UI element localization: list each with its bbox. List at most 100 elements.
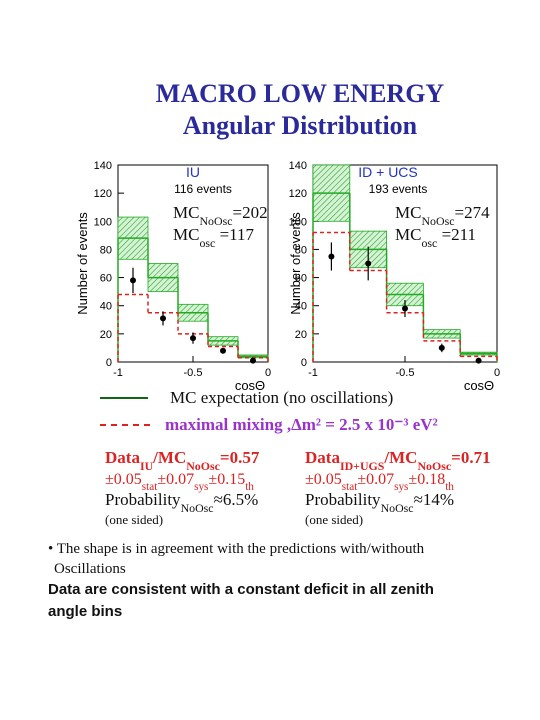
text-segment: =0.57	[220, 448, 260, 467]
x-tick-label: -1	[308, 367, 318, 379]
data-point	[475, 357, 482, 364]
y-axis-label: Number of events	[288, 212, 303, 315]
bullet: • The shape is in agreement with the pre…	[48, 541, 425, 557]
text-line: MCosc =211	[395, 225, 476, 250]
data-point	[220, 347, 226, 354]
subscript: ID+UGS	[340, 459, 385, 473]
y-tick-label: 100	[289, 216, 307, 228]
text-line: ±0.05stat±0.07sys±0.15th	[105, 471, 254, 493]
text-segment: =202	[233, 203, 268, 222]
text-segment: ±0.05	[105, 471, 142, 488]
subscript: NoOsc	[181, 501, 214, 515]
y-tick-label: 40	[295, 301, 307, 313]
y-tick-label: 0	[106, 357, 112, 369]
text-segment: =0.71	[451, 448, 490, 467]
subscript: osc	[421, 236, 437, 250]
text-line: (one sided)	[305, 512, 363, 527]
data-point	[365, 260, 372, 267]
text-segment: MC	[395, 225, 421, 244]
text-segment: ≈6.5%	[214, 490, 259, 509]
text-segment: Probability	[305, 490, 381, 509]
subscript: NoOsc	[417, 459, 451, 473]
conclusion: angle bins	[48, 603, 122, 620]
subscript: NoOsc	[381, 501, 414, 515]
data-point	[160, 315, 166, 322]
slide-title: MACRO LOW ENERGY	[156, 79, 445, 108]
text-line: ProbabilityNoOsc≈6.5%	[105, 490, 258, 515]
subscript: NoOsc	[186, 459, 220, 473]
subscript: stat	[342, 481, 358, 493]
subscript: th	[245, 481, 254, 493]
data-point	[190, 335, 196, 342]
data-point	[328, 253, 335, 260]
text-segment: =117	[215, 225, 254, 244]
subscript: osc	[199, 236, 215, 250]
y-tick-label: 20	[295, 329, 307, 341]
text-line: DataID+UGS/MCNoOsc=0.71	[305, 448, 491, 473]
chart-subtitle: 116 events	[174, 182, 232, 196]
chart-title: IU	[186, 164, 200, 180]
text-segment: ≈14%	[414, 490, 455, 509]
y-tick-label: 120	[94, 188, 112, 200]
legend-label: maximal mixing ,Δm² = 2.5 x 10⁻³ eV²	[165, 415, 438, 434]
y-tick-label: 20	[100, 329, 112, 341]
y-tick-label: 80	[100, 244, 112, 256]
text-segment: Probability	[105, 490, 181, 509]
data-point	[438, 344, 445, 351]
y-tick-label: 120	[289, 188, 307, 200]
x-tick-label: -0.5	[184, 367, 203, 379]
text-segment: MC	[173, 203, 199, 222]
data-point	[402, 305, 408, 312]
subscript: IU	[140, 459, 154, 473]
data-point	[250, 357, 256, 364]
text-line: MCNoOsc=202	[173, 203, 268, 228]
chart-subtitle: 193 events	[369, 182, 428, 196]
y-tick-label: 100	[94, 216, 112, 228]
text-segment: MC	[173, 225, 199, 244]
text-segment: /MC	[383, 448, 417, 467]
text-segment: Data	[305, 448, 340, 467]
text-segment: MC	[395, 203, 421, 222]
text-segment: ±0.07	[157, 471, 194, 488]
y-tick-label: 80	[295, 244, 307, 256]
subscript: NoOsc	[421, 214, 454, 228]
text-segment: (one sided)	[305, 512, 363, 527]
subscript: NoOsc	[199, 214, 232, 228]
x-axis-label: cosΘ	[235, 378, 265, 393]
text-segment: ±0.15	[208, 471, 245, 488]
y-tick-label: 140	[94, 160, 112, 172]
bullet: Oscillations	[54, 561, 126, 577]
conclusion: Data are consistent with a constant defi…	[48, 581, 434, 598]
x-tick-label: -0.5	[396, 367, 415, 379]
text-segment: ±0.07	[357, 471, 394, 488]
slide-subtitle: Angular Distribution	[183, 111, 418, 140]
y-tick-label: 0	[301, 357, 307, 369]
text-segment: (one sided)	[105, 512, 163, 527]
subscript: sys	[394, 481, 408, 493]
x-tick-label: -1	[113, 367, 123, 379]
y-tick-label: 60	[295, 273, 307, 285]
text-line: ProbabilityNoOsc≈14%	[305, 490, 454, 515]
x-tick-label: 0	[494, 367, 500, 379]
text-line: (one sided)	[105, 512, 163, 527]
text-segment: ±0.05	[305, 471, 342, 488]
text-line: MCNoOsc=274	[395, 203, 490, 228]
x-tick-label: 0	[265, 367, 271, 379]
subscript: th	[445, 481, 454, 493]
text-segment: Data	[105, 448, 140, 467]
x-axis-label: cosΘ	[464, 378, 494, 393]
y-tick-label: 40	[100, 301, 112, 313]
subscript: stat	[142, 481, 158, 493]
text-segment: =211	[437, 225, 476, 244]
legend-label: MC expectation (no oscillations)	[170, 388, 393, 407]
data-point	[130, 277, 136, 284]
chart-title: ID + UCS	[358, 164, 418, 180]
text-segment: /MC	[152, 448, 186, 467]
text-line: DataIU/MCNoOsc=0.57	[105, 448, 260, 473]
text-segment: ±0.18	[408, 471, 445, 488]
text-line: ±0.05stat±0.07sys±0.18th	[305, 471, 454, 493]
text-segment: =274	[455, 203, 491, 222]
text-line: MCosc =117	[173, 225, 255, 250]
y-tick-label: 60	[100, 273, 112, 285]
